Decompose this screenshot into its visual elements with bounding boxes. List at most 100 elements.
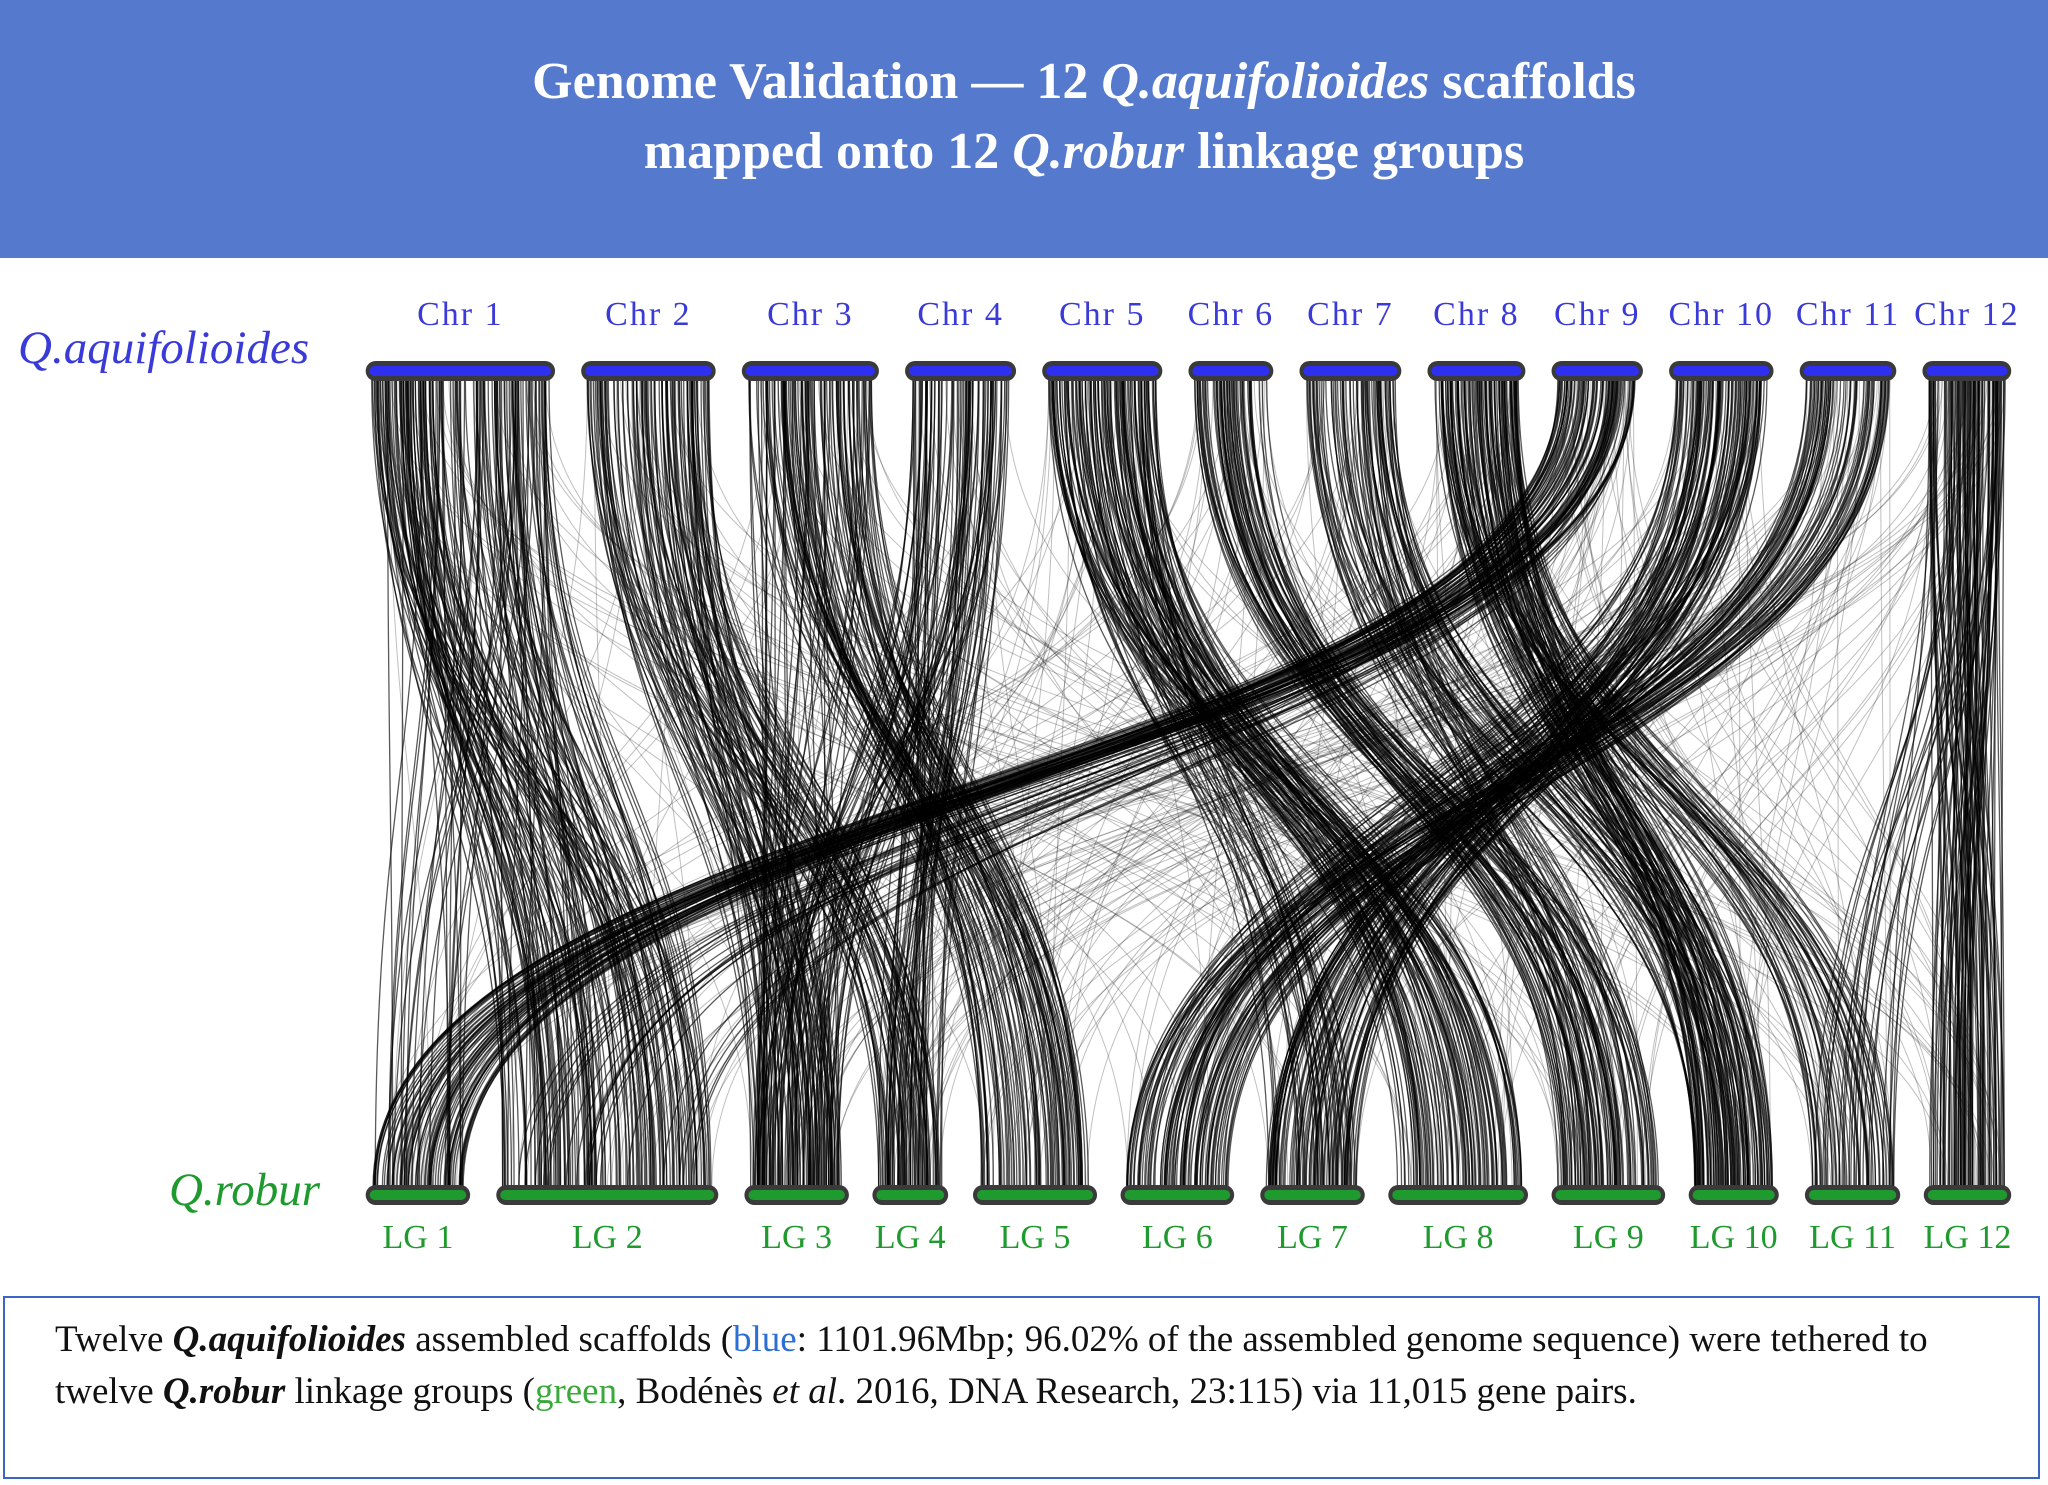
synteny-link bbox=[415, 378, 1569, 1188]
caption-text: , Bodénès bbox=[617, 1371, 773, 1412]
synteny-link bbox=[1226, 378, 1851, 1188]
synteny-link bbox=[936, 378, 994, 1188]
linkage-group-label: LG 10 bbox=[1690, 1219, 1778, 1256]
synteny-link bbox=[403, 378, 520, 1188]
synteny-link bbox=[774, 378, 777, 1188]
synteny-link bbox=[1888, 378, 1999, 1188]
synteny-link bbox=[587, 378, 890, 1188]
synteny-link bbox=[548, 378, 1610, 1188]
synteny-link bbox=[1148, 378, 1489, 1188]
synteny-link bbox=[1130, 378, 1324, 1188]
synteny-link bbox=[1182, 378, 1751, 1188]
chromosome-label: Chr 3 bbox=[767, 296, 854, 333]
synteny-link bbox=[789, 378, 1006, 1188]
synteny-link bbox=[448, 378, 456, 1188]
synteny-link bbox=[1097, 378, 1480, 1188]
synteny-link bbox=[935, 378, 992, 1188]
synteny-link bbox=[1164, 378, 1832, 1188]
synteny-link bbox=[1140, 378, 1449, 1188]
synteny-link bbox=[514, 378, 595, 1188]
synteny-link bbox=[914, 378, 928, 1188]
synteny-link bbox=[1997, 378, 2005, 1188]
synteny-link bbox=[1994, 378, 2003, 1188]
synteny-link bbox=[1893, 378, 1998, 1188]
synteny-link bbox=[909, 378, 955, 1188]
synteny-link bbox=[392, 378, 482, 1188]
synteny-link bbox=[493, 378, 693, 1188]
synteny-link bbox=[1489, 378, 1848, 1188]
synteny-link bbox=[1092, 378, 1356, 1188]
synteny-link bbox=[645, 378, 812, 1188]
synteny-link bbox=[1870, 378, 1977, 1188]
chromosome-label: Chr 11 bbox=[1796, 296, 1900, 333]
synteny-link bbox=[422, 378, 543, 1188]
synteny-link bbox=[411, 378, 478, 1188]
synteny-link bbox=[403, 378, 513, 1188]
synteny-link bbox=[1311, 378, 1994, 1188]
synteny-link bbox=[541, 378, 705, 1188]
synteny-link bbox=[1086, 378, 1607, 1188]
linkage-group-bar bbox=[876, 1190, 945, 1200]
synteny-link bbox=[828, 378, 954, 1188]
linkage-group-label: LG 12 bbox=[1924, 1219, 2012, 1256]
synteny-link bbox=[858, 378, 1011, 1188]
synteny-link bbox=[898, 378, 985, 1188]
synteny-link bbox=[1121, 378, 1301, 1188]
synteny-link bbox=[538, 378, 580, 1188]
synteny-link bbox=[444, 378, 536, 1188]
synteny-link bbox=[889, 378, 1010, 1188]
title-line: mapped onto 12 Q.robur linkage groups bbox=[0, 122, 2048, 181]
linkage-group-bar bbox=[1808, 1190, 1897, 1200]
synteny-link bbox=[1999, 378, 2005, 1188]
title-species: Q.robur bbox=[1012, 123, 1185, 180]
synteny-link bbox=[1147, 378, 1522, 1188]
synteny-link bbox=[543, 378, 710, 1188]
title-text: mapped onto 12 bbox=[643, 123, 1013, 180]
synteny-link bbox=[641, 378, 758, 1188]
synteny-link bbox=[925, 378, 962, 1188]
synteny-link bbox=[1187, 378, 1744, 1188]
synteny-link bbox=[1855, 378, 1975, 1188]
synteny-link bbox=[1964, 378, 1980, 1188]
linkage-group-label: LG 8 bbox=[1423, 1219, 1494, 1256]
synteny-link bbox=[1505, 378, 1749, 1188]
synteny-link bbox=[1159, 378, 1852, 1188]
synteny-link bbox=[1474, 378, 1715, 1188]
synteny-link bbox=[829, 378, 963, 1188]
synteny-link bbox=[1207, 378, 1808, 1188]
synteny-link bbox=[786, 378, 865, 1188]
linkage-group-label: LG 2 bbox=[572, 1219, 643, 1256]
synteny-link bbox=[896, 378, 1820, 1188]
synteny-link bbox=[756, 378, 776, 1188]
synteny-link bbox=[1081, 378, 1458, 1188]
header: Genome Validation — 12 Q.aquifolioides s… bbox=[0, 0, 2048, 258]
synteny-link bbox=[886, 378, 998, 1188]
caption-text: linkage groups ( bbox=[285, 1371, 535, 1412]
synteny-link bbox=[1625, 378, 1828, 1188]
synteny-link bbox=[692, 378, 752, 1188]
synteny-link bbox=[1489, 378, 1821, 1188]
synteny-link bbox=[762, 378, 768, 1188]
synteny-link bbox=[460, 378, 1599, 1188]
synteny-link bbox=[917, 378, 928, 1188]
synteny-link bbox=[1051, 378, 1453, 1188]
synteny-link bbox=[586, 378, 1626, 1188]
synteny-link bbox=[1880, 378, 1888, 1188]
chromosome-bar bbox=[1431, 366, 1522, 376]
synteny-link bbox=[575, 378, 1632, 1188]
synteny-link bbox=[388, 378, 437, 1188]
synteny-link bbox=[1071, 378, 1305, 1188]
synteny-link bbox=[1183, 378, 1678, 1188]
synteny-link bbox=[1127, 378, 1882, 1188]
caption-text: Twelve bbox=[55, 1319, 173, 1360]
synteny-link bbox=[1227, 378, 1871, 1188]
synteny-link bbox=[617, 378, 801, 1188]
synteny-link bbox=[1356, 378, 1629, 1188]
synteny-link bbox=[1084, 378, 1343, 1188]
chromosome-label: Chr 2 bbox=[605, 296, 692, 333]
chromosome-bar bbox=[1673, 366, 1770, 376]
chromosome-label: Chr 1 bbox=[417, 296, 504, 333]
synteny-link bbox=[887, 378, 980, 1188]
linkage-group-label: LG 3 bbox=[761, 1219, 832, 1256]
